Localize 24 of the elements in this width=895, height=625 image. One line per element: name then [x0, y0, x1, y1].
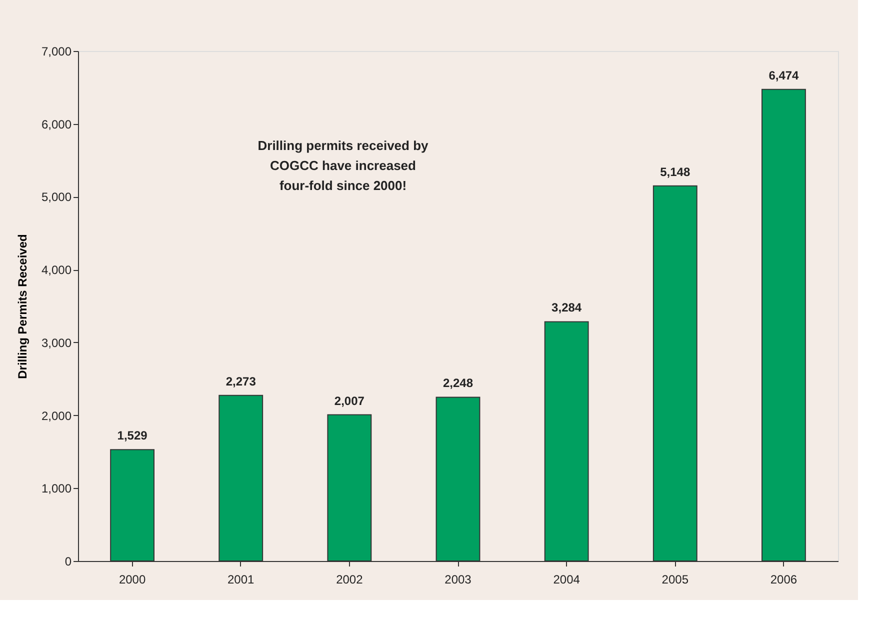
data-label: 1,529: [117, 428, 148, 443]
y-tick-label: 5,000: [41, 190, 72, 204]
data-label: 3,284: [552, 300, 582, 315]
x-tick-label: 2002: [336, 572, 364, 586]
data-label: 6,474: [768, 68, 800, 82]
x-tick-label: 2003: [444, 572, 472, 586]
annotation: Drilling permits received by COGCC have increased four-fold since 2000!: [258, 138, 430, 193]
y-tick-label: 6,000: [41, 117, 72, 132]
y-tick-label: 1,000: [41, 482, 72, 496]
y-tick-label: 0: [64, 554, 72, 568]
y-tick-label: 2,000: [41, 408, 72, 423]
y-axis-title: Drilling Permits Received: [15, 234, 30, 379]
data-label: 5,148: [660, 164, 690, 179]
data-label: 2,007: [334, 394, 365, 408]
x-tick-label: 2005: [662, 572, 689, 586]
y-tick-label: 4,000: [41, 263, 72, 278]
x-tick-label: 2004: [553, 572, 580, 586]
data-label: 2,248: [442, 376, 474, 390]
x-tick-label: 2000: [118, 572, 146, 586]
x-tick-label: 2001: [228, 572, 255, 586]
x-tick-label: 2006: [770, 572, 798, 586]
y-tick-label: 7,000: [41, 44, 72, 58]
data-label: 2,273: [226, 374, 256, 388]
y-tick-label: 3,000: [41, 336, 72, 350]
